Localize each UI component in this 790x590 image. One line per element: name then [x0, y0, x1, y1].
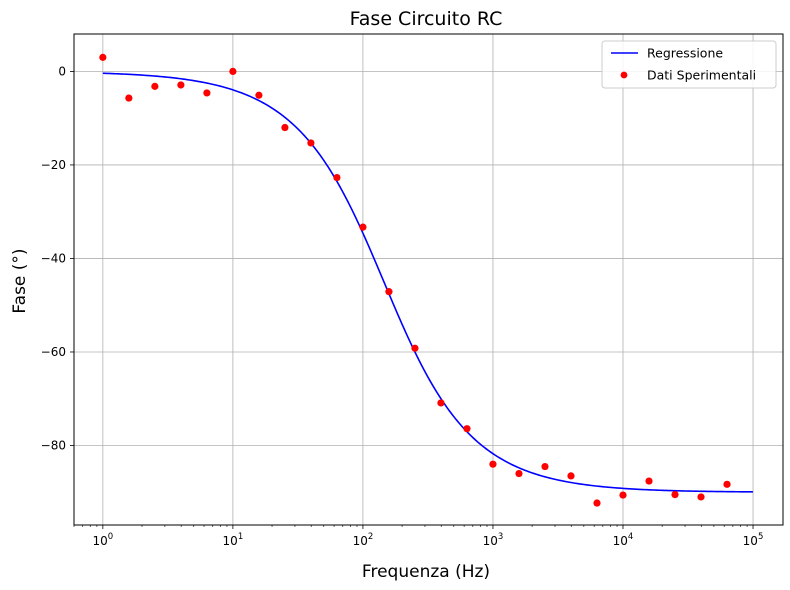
y-tick-label: −40: [41, 251, 66, 265]
x-axis-label: Frequenza (Hz): [362, 562, 490, 582]
x-axis: 100 101 102 103 104 105: [92, 525, 763, 548]
y-axis: 0 −20 −40 −60 −80: [41, 64, 74, 453]
data-point: [177, 81, 185, 89]
y-tick-label: −20: [41, 158, 66, 172]
data-point: [515, 469, 523, 478]
x-tick-label: 103: [483, 532, 504, 548]
data-point: [411, 344, 419, 352]
legend-swatch-dati-sperimentali: [620, 71, 628, 79]
data-point: [151, 82, 159, 90]
grid: [74, 34, 783, 525]
legend-box: [601, 40, 777, 89]
y-axis-label: Fase (°): [10, 248, 30, 313]
data-point: [593, 499, 601, 507]
data-point: [619, 491, 627, 499]
chart-title: Fase Circuito RC: [350, 8, 503, 30]
x-tick-label: 104: [613, 532, 634, 548]
data-point: [567, 472, 575, 480]
data-point: [541, 462, 549, 471]
data-point: [307, 139, 315, 147]
data-point: [671, 491, 679, 499]
legend-label-regressione: Regressione: [647, 46, 723, 61]
x-minor-ticks: [73, 525, 748, 527]
data-point: [281, 123, 289, 132]
legend-label-dati-sperimentali: Dati Sperimentali: [647, 68, 756, 83]
data-point: [229, 67, 237, 76]
data-point: [437, 399, 445, 407]
x-tick-label: 105: [743, 532, 764, 548]
x-tick-label: 101: [223, 532, 244, 548]
data-point: [255, 91, 263, 99]
data-point: [99, 53, 107, 61]
data-point: [723, 480, 731, 488]
data-point: [359, 223, 367, 231]
series-layer: [99, 53, 754, 507]
data-point: [645, 477, 653, 485]
data-point: [463, 425, 471, 433]
y-tick-label: −60: [41, 345, 66, 359]
data-point: [489, 460, 497, 468]
data-point: [385, 288, 393, 296]
x-tick-label: 100: [92, 532, 113, 548]
data-point: [697, 493, 705, 501]
plot-frame: [73, 33, 784, 526]
data-point: [203, 89, 211, 97]
y-tick-label: 0: [58, 64, 66, 78]
regression-line: [102, 72, 754, 493]
legend: Regressione Dati Sperimentali: [601, 40, 777, 89]
data-point: [125, 94, 133, 102]
y-tick-label: −80: [41, 439, 66, 453]
x-tick-label: 102: [353, 532, 374, 548]
data-point: [333, 173, 341, 182]
